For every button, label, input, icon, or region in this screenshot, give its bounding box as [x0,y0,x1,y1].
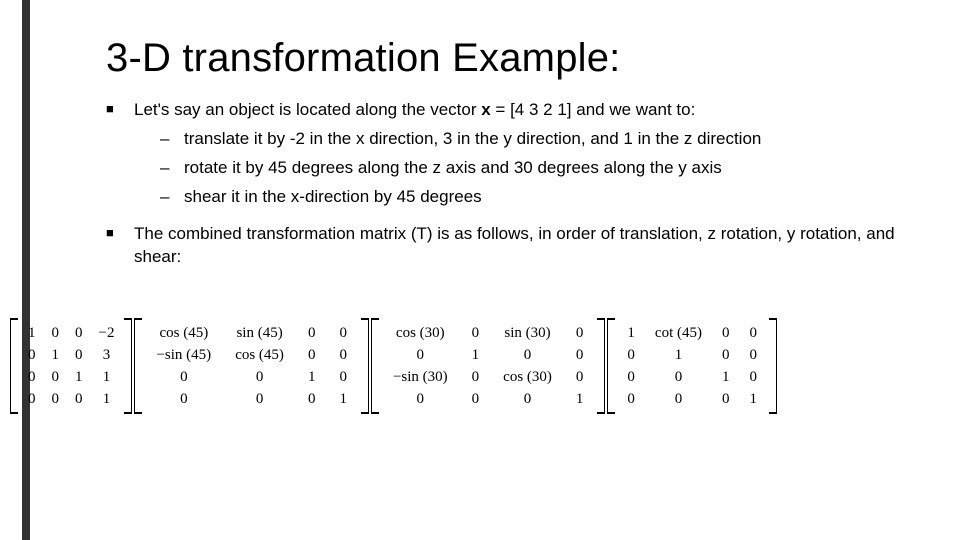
matrix-y-rotation-grid: cos (30)0sin (30)0 0100 −sin (30)0cos (3… [381,322,595,410]
bullet-2-text: The combined transformation matrix (T) i… [134,224,895,266]
matrix-translation-grid: 100−2 0103 0011 0001 [20,322,122,410]
matrix-strip: 100−2 0103 0011 0001 cos (45)sin (45)00 … [10,318,950,414]
sub-1-1: translate it by -2 in the x direction, 3… [160,128,900,151]
bullet-1-text: Let's say an object is located along the… [134,100,695,119]
bullet-list: Let's say an object is located along the… [106,99,900,269]
matrix-z-rotation: cos (45)sin (45)00 −sin (45)cos (45)00 0… [134,318,368,414]
bullet-2: The combined transformation matrix (T) i… [106,223,900,269]
matrix-y-rotation: cos (30)0sin (30)0 0100 −sin (30)0cos (3… [371,318,605,414]
sub-1-3: shear it in the x-direction by 45 degree… [160,186,900,209]
matrix-z-rotation-grid: cos (45)sin (45)00 −sin (45)cos (45)00 0… [144,322,358,410]
page-title: 3-D transformation Example: [106,36,900,81]
slide: 3-D transformation Example: Let's say an… [0,0,960,540]
sub-1-2: rotate it by 45 degrees along the z axis… [160,157,900,180]
bullet-1-sublist: translate it by -2 in the x direction, 3… [134,128,900,209]
matrix-translation: 100−2 0103 0011 0001 [10,318,132,414]
bullet-1: Let's say an object is located along the… [106,99,900,209]
matrix-shear: 1cot (45)00 0100 0010 0001 [607,318,777,414]
matrix-shear-grid: 1cot (45)00 0100 0010 0001 [617,322,767,410]
